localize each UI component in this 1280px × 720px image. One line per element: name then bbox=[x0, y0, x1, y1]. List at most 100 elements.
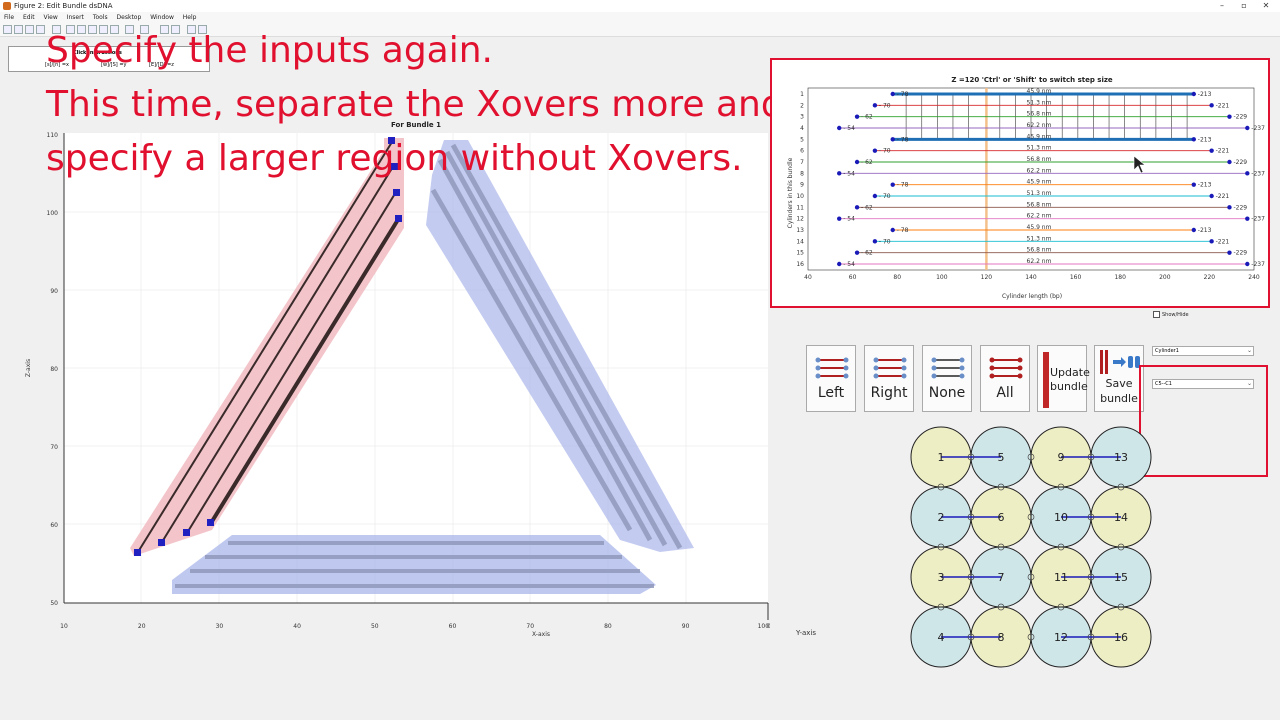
cylinder-start-point[interactable] bbox=[872, 193, 878, 199]
cylinder-start-point[interactable] bbox=[854, 205, 860, 210]
hide-tools-icon[interactable] bbox=[187, 25, 196, 34]
update-bundle-button[interactable]: Update bundle bbox=[1037, 345, 1090, 412]
checkbox-box[interactable] bbox=[1153, 311, 1160, 318]
cylinder-start-point[interactable] bbox=[872, 239, 878, 244]
y-axis-label: Y-axis bbox=[796, 629, 816, 637]
cylinder-start-point[interactable] bbox=[854, 114, 860, 119]
print-icon[interactable] bbox=[36, 25, 45, 34]
show-tools-icon[interactable] bbox=[198, 25, 207, 34]
cylinder-start-point[interactable] bbox=[837, 171, 842, 176]
selected-helix[interactable] bbox=[209, 216, 401, 525]
zoom-out-icon[interactable] bbox=[77, 25, 86, 34]
cylinder-end-point[interactable] bbox=[1245, 261, 1250, 267]
x-tick-label: 90 bbox=[682, 623, 690, 630]
left-button[interactable]: Left bbox=[806, 345, 856, 412]
cylinder-start-point[interactable] bbox=[872, 103, 878, 108]
open-file-icon[interactable] bbox=[14, 25, 23, 34]
maximize-button[interactable]: ▫ bbox=[1241, 1, 1247, 10]
click-instructions-panel: Click instructions [s]/[n] =x [w]/[S] =y… bbox=[8, 46, 210, 72]
cylinder-end-point[interactable] bbox=[1209, 239, 1214, 244]
menu-window[interactable]: Window bbox=[150, 14, 174, 21]
helix-number: 16 bbox=[1114, 631, 1128, 644]
cylinder-end-point[interactable] bbox=[1191, 227, 1196, 233]
edit-plot-icon[interactable] bbox=[52, 25, 61, 34]
chart-y-tick: 6 bbox=[800, 148, 804, 155]
colorbar-icon[interactable] bbox=[160, 25, 169, 34]
right-button[interactable]: Right bbox=[864, 345, 914, 412]
chart-x-tick: 220 bbox=[1204, 274, 1216, 281]
cylinder-pair-select[interactable]: C5--C1 ⌄ bbox=[1152, 379, 1254, 389]
menu-view[interactable]: View bbox=[43, 14, 58, 21]
cylinder-length-label: 45.9 nm bbox=[1027, 133, 1052, 140]
data-cursor-icon[interactable] bbox=[110, 25, 119, 34]
cylinder-start-point[interactable] bbox=[890, 227, 895, 233]
minimize-button[interactable]: – bbox=[1220, 1, 1224, 10]
cylinder-end-point[interactable] bbox=[1209, 193, 1214, 199]
cylinder-end-point[interactable] bbox=[1209, 148, 1214, 153]
cylinder-length-label: 45.9 nm bbox=[1027, 179, 1052, 186]
cylinder-start-point[interactable] bbox=[837, 261, 842, 267]
cylinder-end-label: -221 bbox=[1216, 102, 1230, 109]
menu-help[interactable]: Help bbox=[182, 14, 197, 21]
rotate-icon[interactable] bbox=[99, 25, 108, 34]
cylinder-end-point[interactable] bbox=[1191, 137, 1196, 142]
cylinder-start-point[interactable] bbox=[890, 91, 895, 97]
helix-number: 13 bbox=[1114, 451, 1128, 464]
right-helices-icon bbox=[873, 357, 907, 379]
cylinder-end-point[interactable] bbox=[1227, 114, 1232, 119]
overlay-line-2: This time, separate the Xovers more and bbox=[46, 84, 784, 125]
none-button[interactable]: None bbox=[922, 345, 972, 412]
helix-number: 6 bbox=[998, 511, 1005, 524]
cylinder-start-label: - 78 bbox=[897, 227, 909, 234]
cylinder-start-point[interactable] bbox=[890, 182, 895, 187]
z-tick-label: 100 bbox=[47, 210, 59, 217]
cylinder-start-point[interactable] bbox=[890, 137, 895, 142]
cylinder-start-point[interactable] bbox=[854, 250, 860, 255]
bundle-bottom-blue[interactable] bbox=[172, 535, 656, 594]
cylinder-end-point[interactable] bbox=[1245, 216, 1250, 221]
legend-icon[interactable] bbox=[171, 25, 180, 34]
new-figure-icon[interactable] bbox=[3, 25, 12, 34]
cylinder-end-point[interactable] bbox=[1209, 103, 1214, 108]
menu-insert[interactable]: Insert bbox=[66, 14, 84, 21]
link-icon[interactable] bbox=[140, 25, 149, 34]
cylinder-start-point[interactable] bbox=[837, 125, 842, 131]
brush-icon[interactable] bbox=[125, 25, 134, 34]
save-bundle-icon bbox=[1100, 350, 1140, 374]
zoom-in-icon[interactable] bbox=[66, 25, 75, 34]
cylinder-end-label: -221 bbox=[1216, 193, 1230, 200]
cylinder-end-point[interactable] bbox=[1245, 125, 1250, 131]
bundle-left-pink[interactable] bbox=[130, 138, 404, 556]
showhide-checkbox[interactable]: Show/Hide bbox=[1153, 311, 1189, 318]
junction-marker bbox=[997, 483, 1005, 491]
helix-number: 8 bbox=[998, 631, 1005, 644]
menu-edit[interactable]: Edit bbox=[22, 14, 35, 21]
chart-x-tick: 100 bbox=[936, 274, 948, 281]
menu-file[interactable]: File bbox=[4, 14, 15, 21]
close-button[interactable]: ✕ bbox=[1262, 1, 1270, 10]
right-button-label: Right bbox=[870, 385, 908, 401]
save-icon[interactable] bbox=[25, 25, 34, 34]
menu-desktop[interactable]: Desktop bbox=[116, 14, 142, 21]
cylinder-length-chart[interactable]: Z =120 'Ctrl' or 'Shift' to switch step … bbox=[772, 60, 1268, 306]
helix-number: 4 bbox=[938, 631, 945, 644]
pan-icon[interactable] bbox=[88, 25, 97, 34]
all-button[interactable]: All bbox=[980, 345, 1030, 412]
menu-tools[interactable]: Tools bbox=[92, 14, 108, 21]
cylinder-end-point[interactable] bbox=[1191, 182, 1196, 187]
z-tick-label: 70 bbox=[50, 444, 58, 451]
cylinder-select[interactable]: Cylinder1 ⌄ bbox=[1152, 346, 1254, 356]
cylinder-end-point[interactable] bbox=[1227, 159, 1232, 165]
update-label-1: Update bbox=[1050, 366, 1090, 379]
cylinder-end-point[interactable] bbox=[1227, 205, 1232, 210]
cylinder-end-point[interactable] bbox=[1191, 91, 1196, 97]
bundle-3d-plot[interactable]: For Bundle 1 10 20 30 40 50 60 70 80 90 100 50 60 7… bbox=[0, 0, 770, 680]
save-bundle-button[interactable]: Save bundle bbox=[1094, 345, 1144, 412]
chart-y-tick: 13 bbox=[796, 227, 804, 234]
cylinder-end-point[interactable] bbox=[1245, 171, 1250, 176]
cylinder-end-point[interactable] bbox=[1227, 250, 1232, 255]
cross-section-grid[interactable]: 1 5 9 132 6 10 143 7 11 154 8 12 16 bbox=[900, 420, 1160, 670]
cylinder-start-point[interactable] bbox=[837, 216, 842, 221]
cylinder-start-point[interactable] bbox=[854, 159, 860, 165]
cylinder-start-point[interactable] bbox=[872, 148, 878, 153]
